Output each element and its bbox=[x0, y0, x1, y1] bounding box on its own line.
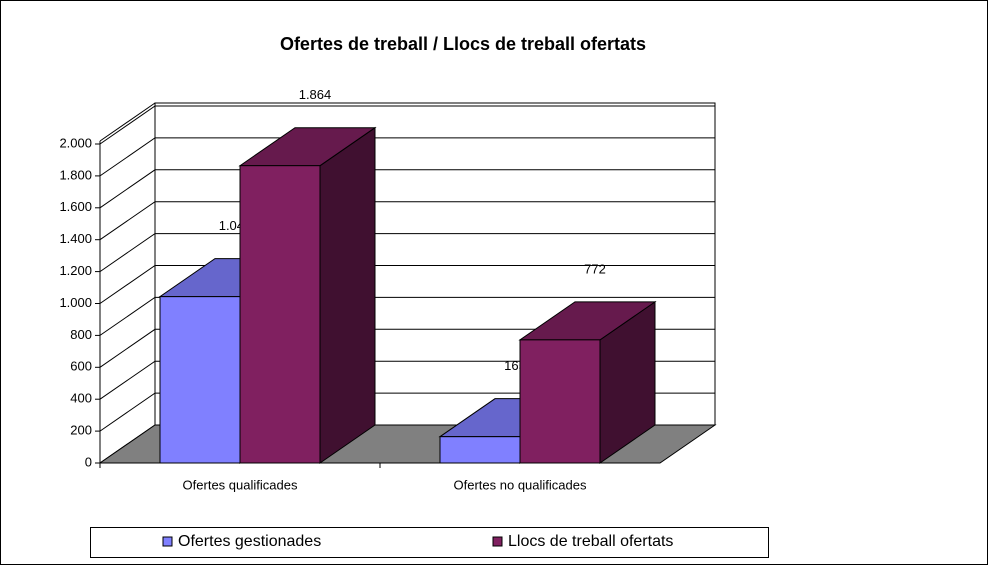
grid-line bbox=[99, 233, 715, 273]
bar bbox=[159, 296, 241, 464]
y-tick-label: 2.000 bbox=[59, 135, 92, 150]
bar bbox=[519, 339, 601, 464]
x-tick-label: Ofertes qualificades bbox=[183, 477, 298, 492]
chart-title: Ofertes de treball / Llocs de treball of… bbox=[280, 34, 646, 54]
y-tick-label: 400 bbox=[70, 391, 92, 406]
side-wall-top bbox=[99, 102, 156, 142]
data-label: 772 bbox=[584, 261, 606, 276]
bar bbox=[239, 165, 321, 464]
y-tick-label: 1.600 bbox=[59, 199, 92, 214]
y-tick-label: 600 bbox=[70, 359, 92, 374]
y-tick-label: 0 bbox=[85, 454, 92, 469]
legend-box bbox=[90, 527, 769, 558]
legend-swatch bbox=[492, 536, 503, 547]
y-tick-label: 1.400 bbox=[59, 231, 92, 246]
legend-label: Ofertes gestionades bbox=[178, 533, 321, 550]
y-tick-label: 200 bbox=[70, 423, 92, 438]
x-tick-label: Ofertes no qualificades bbox=[454, 477, 587, 492]
y-tick-label: 1.000 bbox=[59, 295, 92, 310]
grid-line bbox=[99, 328, 715, 368]
bar-side bbox=[319, 126, 376, 464]
bar bbox=[439, 436, 521, 464]
grid-line bbox=[99, 265, 715, 304]
legend-label: Llocs de treball ofertats bbox=[508, 533, 673, 550]
data-label: 1.864 bbox=[299, 87, 332, 102]
grid-line bbox=[99, 296, 715, 336]
grid-line bbox=[99, 105, 715, 145]
y-tick-label: 800 bbox=[70, 327, 92, 342]
grid-line bbox=[99, 169, 715, 209]
y-tick-label: 1.800 bbox=[59, 167, 92, 182]
y-tick-label: 1.200 bbox=[59, 263, 92, 278]
legend-swatch bbox=[162, 536, 173, 547]
grid-line bbox=[99, 201, 715, 241]
grid-line bbox=[99, 137, 715, 177]
